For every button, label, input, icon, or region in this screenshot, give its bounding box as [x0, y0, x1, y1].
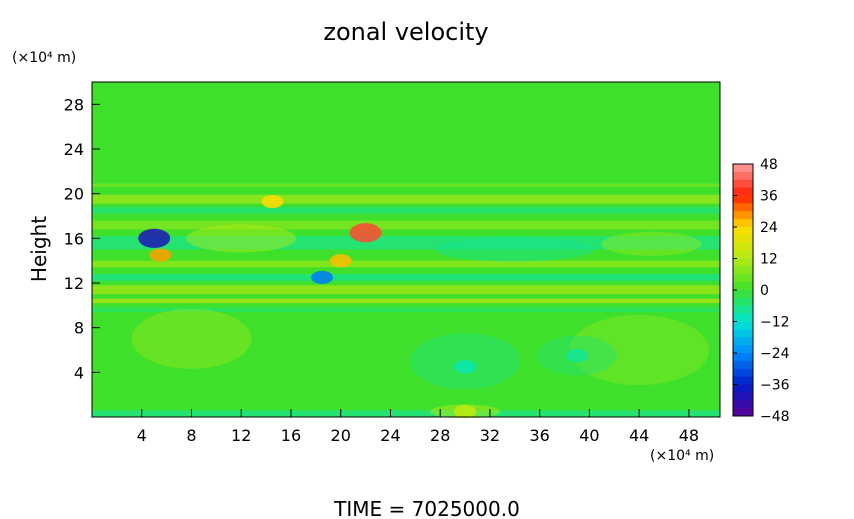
- y-tick-label: 20: [64, 185, 84, 204]
- field-feature: [149, 248, 172, 262]
- plot-area: [91, 81, 721, 419]
- colorbar-band: [733, 282, 753, 291]
- colorbar-band: [733, 305, 753, 315]
- x-tick-label: 32: [480, 426, 500, 445]
- colorbar-band: [733, 345, 753, 354]
- colorbar-band: [733, 392, 753, 401]
- colorbar-band: [733, 329, 753, 338]
- field-band: [92, 274, 720, 281]
- colorbar-band: [733, 195, 753, 204]
- colorbar-tick-label: −48: [760, 409, 790, 425]
- colorbar-band: [733, 297, 753, 307]
- colorbar-band: [733, 187, 753, 196]
- x-tick-label: 28: [430, 426, 450, 445]
- y-tick-label: 28: [64, 95, 84, 114]
- colorbar-tick-label: −36: [760, 378, 790, 394]
- field-band: [92, 260, 720, 268]
- colorbar-tick-label: 12: [760, 252, 778, 268]
- colorbar-band: [733, 274, 753, 283]
- y-tick-label: 12: [64, 274, 84, 293]
- field-blob: [434, 237, 595, 262]
- colorbar-band: [733, 171, 753, 181]
- x-tick-label: 16: [281, 426, 301, 445]
- field-band: [92, 194, 720, 204]
- field-layer: [92, 183, 720, 419]
- x-tick-label: 24: [380, 426, 400, 445]
- colorbar-band: [733, 400, 753, 409]
- y-tick-label: 8: [74, 319, 84, 338]
- field-feature: [565, 348, 588, 363]
- x-tick-label: 20: [331, 426, 351, 445]
- colorbar-band: [733, 258, 753, 267]
- colorbar-bands: [733, 164, 753, 417]
- field-band: [92, 298, 720, 304]
- y-tick-label: 4: [74, 363, 84, 382]
- field-band: [92, 183, 720, 187]
- x-tick-label: 8: [186, 426, 196, 445]
- colorbar-band: [733, 408, 753, 417]
- plot-frame: [91, 81, 721, 418]
- colorbar-tick-label: 24: [760, 220, 778, 236]
- y-axis-ticks: 4 8 12 16 20 24 28: [64, 95, 100, 382]
- field-band: [92, 307, 720, 313]
- y-axis-label: Height: [27, 216, 51, 282]
- chart-title: zonal velocity: [323, 18, 488, 46]
- colorbar-band: [733, 360, 753, 370]
- colorbar-tick-label: 36: [760, 189, 778, 205]
- colorbar-tick-label: 48: [760, 157, 778, 173]
- colorbar-band: [733, 164, 753, 173]
- colorbar-band: [733, 250, 753, 259]
- time-label: TIME = 7025000.0: [333, 497, 520, 519]
- x-tick-label: 4: [137, 426, 147, 445]
- y-tick-label: 16: [64, 229, 84, 248]
- colorbar-tick-label: −24: [760, 346, 790, 362]
- colorbar-band: [733, 321, 753, 330]
- field-feature: [454, 360, 477, 374]
- colorbar-band: [733, 376, 753, 385]
- colorbar-ticks: 48 36 24 12 0 −12 −24 −36 −48: [733, 157, 790, 425]
- field-feature: [261, 194, 284, 209]
- colorbar-band: [733, 234, 753, 244]
- colorbar-band: [733, 266, 753, 275]
- field-blob: [131, 308, 252, 369]
- colorbar-band: [733, 290, 753, 299]
- field-feature: [329, 254, 352, 268]
- field-blob: [601, 231, 702, 256]
- x-tick-label: 44: [629, 426, 649, 445]
- colorbar-band: [733, 203, 753, 212]
- colorbar-band: [733, 227, 753, 236]
- x-tick-label: 40: [579, 426, 599, 445]
- field-blob: [569, 315, 710, 385]
- field-band: [92, 285, 720, 295]
- x-tick-label: 36: [530, 426, 550, 445]
- field-band: [92, 236, 720, 250]
- x-axis-unit: (×10⁴ m): [650, 448, 714, 464]
- colorbar: 48 36 24 12 0 −12 −24 −36 −48: [732, 157, 790, 425]
- x-tick-label: 12: [231, 426, 251, 445]
- y-tick-label: 24: [64, 140, 84, 159]
- colorbar-band: [733, 353, 753, 362]
- field-feature: [138, 228, 171, 248]
- field-band: [92, 220, 720, 230]
- colorbar-band: [733, 242, 753, 252]
- colorbar-band: [733, 179, 753, 189]
- colorbar-band: [733, 313, 753, 322]
- colorbar-tick-label: 0: [760, 283, 769, 299]
- colorbar-band: [733, 337, 753, 346]
- field-blob: [186, 224, 297, 253]
- field-feature: [349, 223, 382, 243]
- colorbar-band: [733, 211, 753, 220]
- field-feature: [311, 270, 334, 285]
- colorbar-band: [733, 384, 753, 393]
- x-axis-ticks: 4 8 12 16 20 24 28 32 36 40 44 48: [137, 409, 699, 445]
- field-feature: [454, 404, 477, 419]
- y-axis-unit: (×10⁴ m): [12, 50, 76, 66]
- colorbar-tick-label: −12: [760, 315, 790, 331]
- colorbar-band: [733, 368, 753, 378]
- field-band: [92, 410, 720, 417]
- colorbar-band: [733, 219, 753, 228]
- field-band: [92, 207, 720, 214]
- x-tick-label: 48: [679, 426, 699, 445]
